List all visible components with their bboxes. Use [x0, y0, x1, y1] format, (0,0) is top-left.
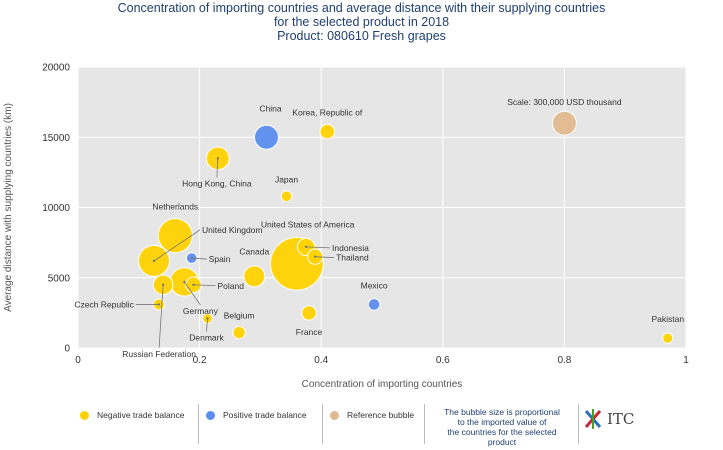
- legend-reference-dot: [330, 410, 339, 420]
- bubble-label: Hong Kong, China: [182, 178, 252, 188]
- leader-line: [305, 246, 331, 249]
- y-tick-label: 15000: [42, 133, 70, 144]
- legend-size-note: The bubble size is proportional to the i…: [426, 407, 578, 447]
- leader-dot: [206, 317, 209, 320]
- bubble-label: Pakistan: [651, 314, 684, 324]
- bubble-korea-republic-of: [319, 123, 336, 140]
- grid-lines: [77, 66, 687, 349]
- bubble-france: [301, 305, 317, 321]
- legend-negative-label: Negative trade balance: [97, 410, 185, 420]
- leader-dot: [183, 280, 186, 284]
- bubble-belgium: [232, 325, 246, 340]
- leader-dot: [157, 303, 161, 306]
- bubble-label: Poland: [218, 281, 245, 291]
- legend-item-reference: Reference bubble: [330, 410, 414, 420]
- bubble-label: Japan: [275, 174, 298, 184]
- chart-title: Concentration of importing countries and…: [0, 1, 723, 43]
- bubble-label: Belgium: [224, 311, 255, 321]
- y-tick-label: 0: [64, 344, 70, 355]
- x-tick-label: 1: [683, 355, 689, 366]
- bubble-label: United States of America: [261, 220, 355, 230]
- chart-title-line-3: Product: 080610 Fresh grapes: [277, 29, 446, 43]
- leader-dot: [190, 256, 193, 260]
- bubble-label: Czech Republic: [74, 299, 134, 309]
- legend-separator: [322, 404, 323, 444]
- leader-dot: [152, 259, 156, 263]
- bubble-labels: United States of America Netherlands Unite…: [74, 97, 684, 359]
- leader-dot: [161, 283, 165, 286]
- bubble-label: Canada: [239, 246, 269, 256]
- leader-line: [206, 318, 208, 332]
- legend-negative-dot: [80, 410, 89, 420]
- chart-title-line-2: for the selected product in 2018: [273, 15, 450, 29]
- bubble-chart: 0 5000 10000 15000 20000 0 0.2 0.4 0.6 0.8 1 Unite…: [3, 63, 689, 391]
- legend-note-line-1: The bubble size is proportional: [444, 407, 560, 417]
- bubble-label: Germany: [183, 306, 219, 316]
- leader-line: [191, 257, 207, 260]
- x-tick-label: 0.8: [557, 355, 571, 366]
- legend-reference-label: Reference bubble: [347, 410, 415, 420]
- legend-separator: [198, 404, 199, 444]
- bubble-pakistan: [662, 332, 674, 344]
- x-axis-title: Concentration of importing countries: [302, 379, 463, 390]
- chart-title-line-1: Concentration of importing countries and…: [117, 1, 606, 15]
- legend-note-line-3: the countries for the selected: [447, 427, 557, 437]
- leader-line: [193, 284, 216, 287]
- y-tick-label: 10000: [42, 203, 70, 214]
- bubble-china: [253, 124, 279, 150]
- legend-note-line-2: to the imported value of: [457, 417, 547, 427]
- itc-logo-icon: [584, 409, 602, 429]
- legend-separator: [578, 404, 579, 444]
- leader-dot: [304, 245, 308, 249]
- bubble-label: Thailand: [336, 253, 369, 263]
- bubble-label: Spain: [209, 254, 231, 264]
- y-tick-label: 5000: [48, 273, 71, 284]
- leader-dot: [313, 255, 317, 258]
- leader-line: [158, 284, 164, 348]
- x-tick-label: 0: [75, 355, 81, 366]
- bubble-label: Denmark: [189, 332, 224, 342]
- bubble-label: Netherlands: [152, 202, 198, 212]
- y-axis-title: Average distance with supplying countrie…: [3, 103, 14, 312]
- leader-line: [216, 158, 219, 178]
- legend-separator: [424, 404, 425, 444]
- legend-positive-dot: [206, 410, 215, 420]
- axis-ticks: 0 5000 10000 15000 20000 0 0.2 0.4 0.6 0.8 1: [42, 63, 689, 367]
- legend-positive-label: Positive trade balance: [223, 410, 307, 420]
- bubble-label: France: [296, 327, 323, 337]
- leader-line: [184, 281, 201, 306]
- leader-dot: [192, 283, 195, 286]
- x-tick-label: 0.4: [314, 355, 328, 366]
- bubble-label: United Kingdom: [202, 225, 262, 235]
- legend-item-negative: Negative trade balance: [80, 410, 184, 420]
- legend-note-line-4: product: [487, 437, 517, 447]
- legend-item-positive: Positive trade balance: [206, 410, 307, 420]
- bubble-label: China: [259, 103, 281, 113]
- scale-label: Scale: 300,000 USD thousand: [507, 97, 622, 107]
- bubble-label: Russian Federation: [122, 349, 196, 359]
- leader-line: [153, 229, 201, 262]
- x-tick-label: 0.6: [436, 355, 450, 366]
- bubble-reference: [551, 110, 577, 136]
- bubble-label: Indonesia: [332, 243, 369, 253]
- itc-logo-text: ITC: [607, 410, 635, 428]
- leader-line: [315, 256, 335, 259]
- bubble-netherlands: [157, 217, 193, 254]
- leader-dot: [216, 157, 220, 160]
- x-tick-label: 0.2: [193, 355, 207, 366]
- bubble-label: Korea, Republic of: [292, 108, 363, 118]
- y-tick-label: 20000: [42, 63, 70, 74]
- bubble-mexico: [367, 298, 381, 311]
- bubble-japan: [280, 190, 293, 203]
- bubble-label: Mexico: [361, 280, 388, 290]
- bubble-canada: [243, 265, 266, 288]
- legend: Negative trade balance Positive trade ba…: [78, 398, 718, 448]
- itc-logo: ITC: [583, 408, 634, 430]
